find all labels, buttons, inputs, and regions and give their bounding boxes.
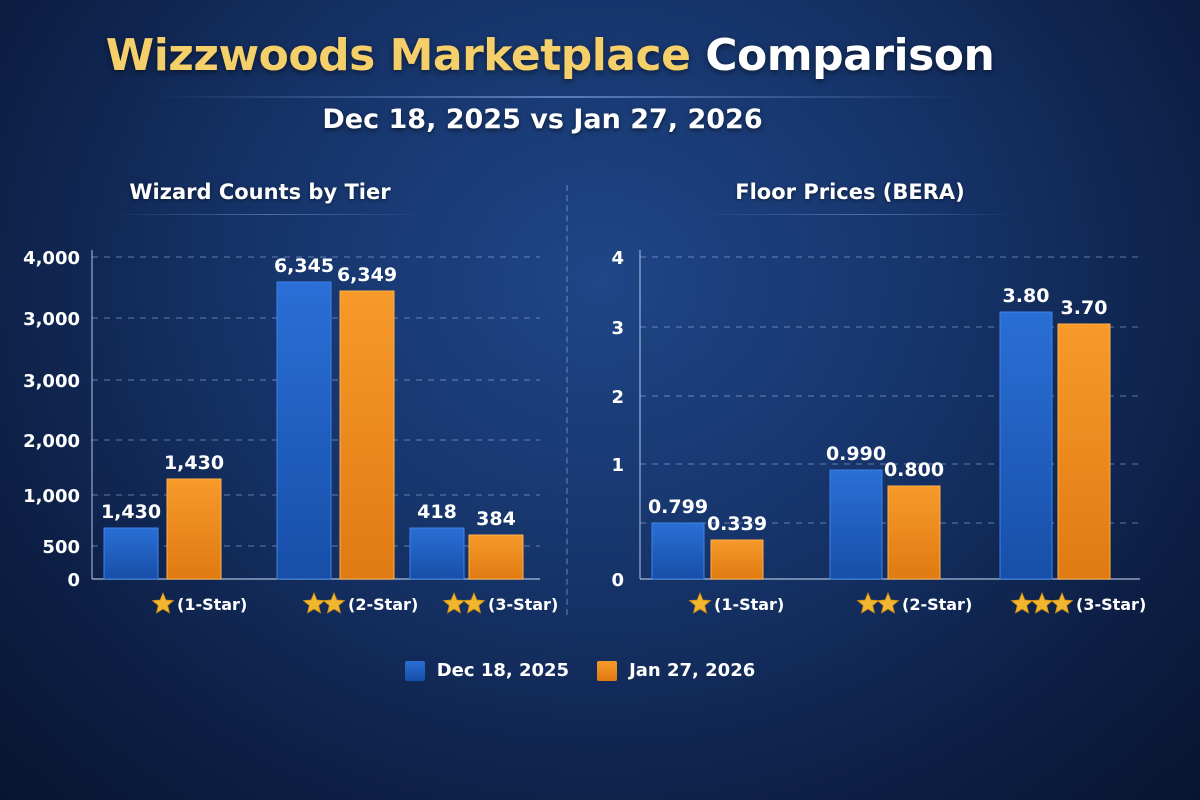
prices-y-tick-label: 2 [611, 387, 624, 408]
title-accent: Wizzwoods Marketplace [105, 30, 691, 81]
prices-data-label: 3.70 [1061, 297, 1108, 319]
prices-bar-dec-2025 [999, 311, 1053, 580]
title-rest: Comparison [705, 30, 995, 81]
legend-item-dec-2025: Dec 18, 2025 [404, 660, 570, 681]
left-chart-title: Wizard Counts by Tier [129, 180, 391, 204]
prices-bar-jan-2026 [710, 539, 764, 580]
counts-bar-jan-2026 [166, 478, 222, 580]
counts-bar-jan-2026 [339, 290, 395, 580]
star-icon [688, 591, 712, 614]
counts-bar-dec-2025 [276, 281, 332, 580]
counts-data-label: 6,345 [274, 255, 334, 277]
counts-category-label: (3-Star) [488, 595, 558, 614]
star-icon [1010, 591, 1034, 614]
counts-bar-dec-2025 [409, 527, 465, 580]
right-chart-title: Floor Prices (BERA) [735, 180, 965, 204]
counts-y-tick-label: 4,000 [23, 248, 80, 269]
legend: Dec 18, 2025 Jan 27, 2026 [0, 660, 1160, 681]
prices-category-label: (1-Star) [714, 595, 784, 614]
left-chart-title-underline [110, 214, 430, 215]
legend-label-jan-2026: Jan 27, 2026 [629, 660, 756, 681]
page-subtitle: Dec 18, 2025 vs Jan 27, 2026 [322, 104, 763, 135]
counts-data-label: 418 [417, 501, 457, 523]
prices-y-tick-label: 0 [611, 570, 624, 591]
star-icon [856, 591, 880, 614]
counts-y-tick-label: 3,000 [23, 309, 80, 330]
counts-data-label: 1,430 [164, 452, 224, 474]
counts-category-label: (2-Star) [348, 595, 418, 614]
prices-category-label: (3-Star) [1076, 595, 1146, 614]
counts-y-tick-label: 0 [67, 570, 80, 591]
prices-data-label: 3.80 [1003, 285, 1050, 307]
prices-category-label: (2-Star) [902, 595, 972, 614]
chart-divider [566, 185, 568, 615]
prices-bar-jan-2026 [887, 485, 941, 580]
star-icon [302, 591, 326, 614]
star-icon [1050, 591, 1074, 614]
counts-bar-dec-2025 [103, 527, 159, 580]
counts-y-tick-label: 3,000 [23, 371, 80, 392]
prices-bar-dec-2025 [651, 522, 705, 580]
prices-data-label: 0.800 [884, 459, 944, 481]
star-icon [151, 591, 175, 614]
star-icon [322, 591, 346, 614]
counts-data-label: 6,349 [337, 264, 397, 286]
counts-bar-jan-2026 [468, 534, 524, 580]
star-icon [876, 591, 900, 614]
prices-bar-dec-2025 [829, 469, 883, 580]
legend-swatch-jan-2026 [597, 660, 618, 681]
prices-data-label: 0.799 [648, 496, 708, 518]
prices-data-label: 0.990 [826, 443, 886, 465]
counts-category-label: (1-Star) [177, 595, 247, 614]
counts-y-tick-label: 2,000 [23, 431, 80, 452]
page-title: Wizzwoods Marketplace Comparison [0, 30, 1100, 81]
counts-y-tick-label: 500 [42, 537, 80, 558]
prices-data-label: 0.339 [707, 513, 767, 535]
prices-bar-jan-2026 [1057, 323, 1111, 580]
prices-y-tick-label: 3 [611, 318, 624, 339]
star-icon [442, 591, 466, 614]
counts-y-tick-label: 1,000 [23, 486, 80, 507]
counts-data-label: 384 [476, 508, 516, 530]
legend-item-jan-2026: Jan 27, 2026 [597, 660, 755, 681]
legend-swatch-dec-2025 [404, 660, 425, 681]
prices-y-tick-label: 1 [611, 455, 624, 476]
right-chart-title-underline [700, 214, 1020, 215]
prices-y-tick-label: 4 [611, 248, 624, 269]
star-icon [462, 591, 486, 614]
counts-data-label: 1,430 [101, 501, 161, 523]
star-icon [1030, 591, 1054, 614]
title-underline [150, 96, 970, 98]
legend-label-dec-2025: Dec 18, 2025 [436, 660, 570, 681]
